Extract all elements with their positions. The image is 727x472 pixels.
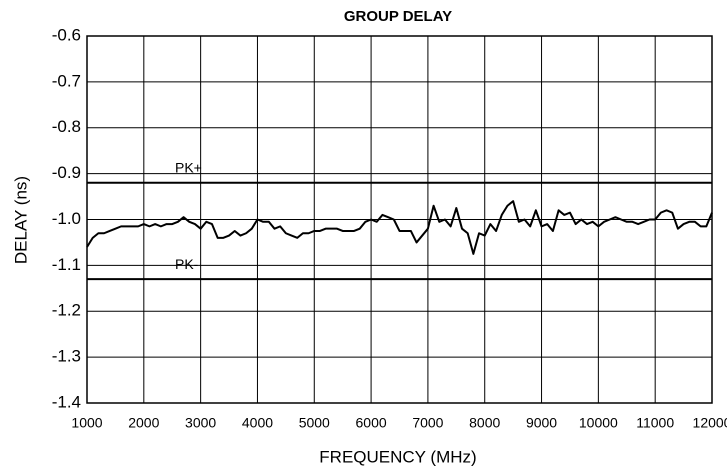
x-tick-label: 9000 (526, 415, 557, 431)
x-tick-label: 10000 (579, 415, 618, 431)
y-tick-label: -1.0 (52, 209, 81, 228)
y-tick-label: -0.8 (52, 117, 81, 136)
y-tick-label: -1.1 (52, 255, 81, 274)
chart-title: GROUP DELAY (344, 8, 452, 25)
x-tick-label: 12000 (693, 415, 727, 431)
x-tick-label: 7000 (412, 415, 443, 431)
y-tick-label: -1.4 (52, 392, 81, 411)
y-tick-label: -1.2 (52, 301, 81, 320)
x-tick-label: 8000 (469, 415, 500, 431)
x-tick-label: 3000 (185, 415, 216, 431)
x-tick-label: 6000 (356, 415, 387, 431)
x-tick-label: 5000 (299, 415, 330, 431)
reference-label: PK- (175, 256, 199, 272)
data-line (86, 200, 713, 255)
x-tick-label: 11000 (636, 415, 674, 431)
y-tick-label: -0.7 (52, 71, 81, 90)
x-axis-label: FREQUENCY (MHz) (319, 447, 476, 466)
x-tick-label: 2000 (128, 415, 159, 431)
reference-label: PK+ (175, 160, 202, 176)
x-tick-label: 4000 (242, 415, 273, 431)
y-tick-label: -0.9 (52, 163, 81, 182)
plot-frame (86, 35, 713, 404)
y-axis-label: DELAY (ns) (11, 176, 30, 264)
x-tick-label: 1000 (71, 415, 102, 431)
y-tick-label: -1.3 (52, 347, 81, 366)
y-tick-label: -0.6 (52, 25, 81, 44)
